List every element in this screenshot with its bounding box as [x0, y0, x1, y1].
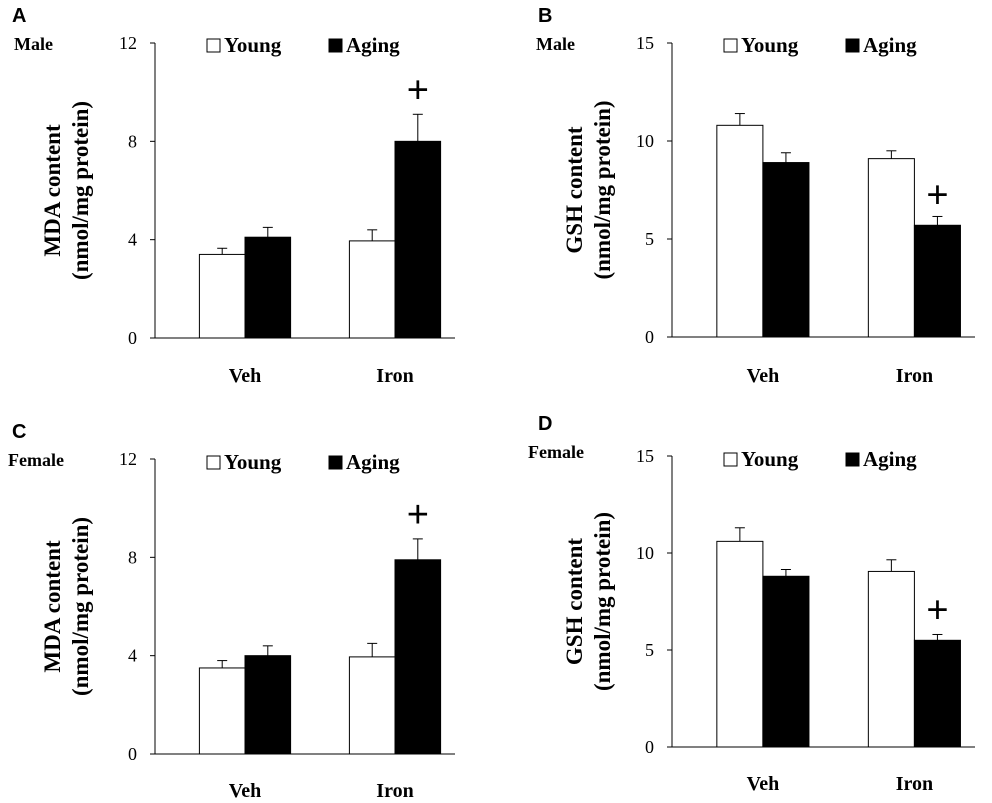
y-tick-label: 0 [128, 328, 137, 348]
y-tick-label: 4 [128, 230, 137, 250]
sex-label: Male [14, 34, 53, 54]
y-tick-label: 8 [128, 131, 137, 151]
y-tick-label: 0 [645, 737, 654, 757]
y-tick-label: 12 [119, 33, 137, 53]
y-tick-label: 5 [645, 640, 654, 660]
x-category-label: Veh [229, 365, 262, 387]
legend-label-young: Young [224, 33, 282, 57]
legend-swatch-young [723, 452, 738, 467]
y-axis-label: (nmol/mg protein) [590, 512, 615, 691]
y-tick-label: 10 [636, 131, 654, 151]
bar-aging-veh [244, 236, 292, 339]
y-tick-label: 8 [128, 547, 137, 567]
bar-young-veh [716, 540, 764, 748]
y-tick-label: 0 [128, 744, 137, 764]
bar-young-iron [348, 656, 396, 755]
x-category-label: Iron [896, 365, 933, 387]
y-tick-label: 4 [128, 646, 137, 666]
y-tick-label: 15 [636, 446, 654, 466]
bar-young-veh [716, 124, 764, 338]
bar-young-veh [198, 253, 246, 339]
x-category-label: Iron [896, 773, 933, 795]
bar-aging-veh [762, 162, 810, 338]
y-tick-label: 0 [645, 327, 654, 347]
panel-letter: A [12, 5, 26, 27]
bar-young-iron [867, 570, 915, 748]
panel-letter: B [538, 5, 552, 27]
y-axis-label: MDA content [40, 540, 65, 673]
significance-mark: + [926, 589, 948, 631]
legend-label-young: Young [741, 447, 799, 471]
legend-swatch-aging [845, 452, 860, 467]
y-axis-label: MDA content [40, 124, 65, 257]
legend-swatch-aging [845, 38, 860, 53]
legend-swatch-young [723, 38, 738, 53]
y-tick-label: 10 [636, 543, 654, 563]
legend-label-aging: Aging [346, 33, 400, 57]
bar-aging-iron [394, 140, 442, 339]
y-tick-label: 5 [645, 229, 654, 249]
y-tick-label: 12 [119, 449, 137, 469]
bar-aging-veh [762, 575, 810, 748]
bar-aging-iron [913, 224, 961, 338]
legend-label-aging: Aging [863, 33, 917, 57]
significance-mark: + [407, 69, 429, 111]
bar-aging-iron [913, 639, 961, 748]
y-axis-label: (nmol/mg protein) [590, 100, 615, 279]
panel-b: B Male 0 5 10 15 GSH content (nmol/mg protein) V… [536, 5, 975, 387]
y-axis-label: GSH content [562, 126, 587, 253]
legend-label-young: Young [224, 450, 282, 474]
y-tick-label: 15 [636, 33, 654, 53]
y-axis-label: GSH content [562, 538, 587, 665]
x-category-label: Iron [376, 365, 413, 387]
panel-c: C Female 0 4 8 12 MDA content (nmol/mg protein)… [8, 421, 455, 802]
bar-aging-veh [244, 655, 292, 755]
legend-swatch-young [206, 455, 221, 470]
legend-swatch-aging [328, 455, 343, 470]
x-category-label: Veh [747, 773, 780, 795]
x-category-label: Veh [229, 780, 262, 802]
sex-label: Female [528, 442, 584, 462]
legend-label-aging: Aging [346, 450, 400, 474]
x-category-label: Veh [747, 365, 780, 387]
panel-letter: C [12, 421, 26, 443]
bar-young-iron [348, 240, 396, 339]
y-axis-label: (nmol/mg protein) [68, 517, 93, 696]
x-category-label: Iron [376, 780, 413, 802]
legend-label-young: Young [741, 33, 799, 57]
panel-letter: D [538, 413, 552, 435]
panel-d: D Female 0 5 10 15 GSH content (nmol/mg protein… [528, 413, 975, 795]
legend-label-aging: Aging [863, 447, 917, 471]
significance-mark: + [407, 494, 429, 536]
bar-young-veh [198, 667, 246, 755]
significance-mark: + [926, 174, 948, 216]
panel-a: A Male 0 4 8 12 MDA content (nmol/mg protein) Ve… [12, 5, 455, 387]
legend-swatch-young [206, 38, 221, 53]
legend-swatch-aging [328, 38, 343, 53]
bar-aging-iron [394, 559, 442, 755]
bar-young-iron [867, 158, 915, 338]
sex-label: Male [536, 34, 575, 54]
sex-label: Female [8, 450, 64, 470]
y-axis-label: (nmol/mg protein) [68, 101, 93, 280]
